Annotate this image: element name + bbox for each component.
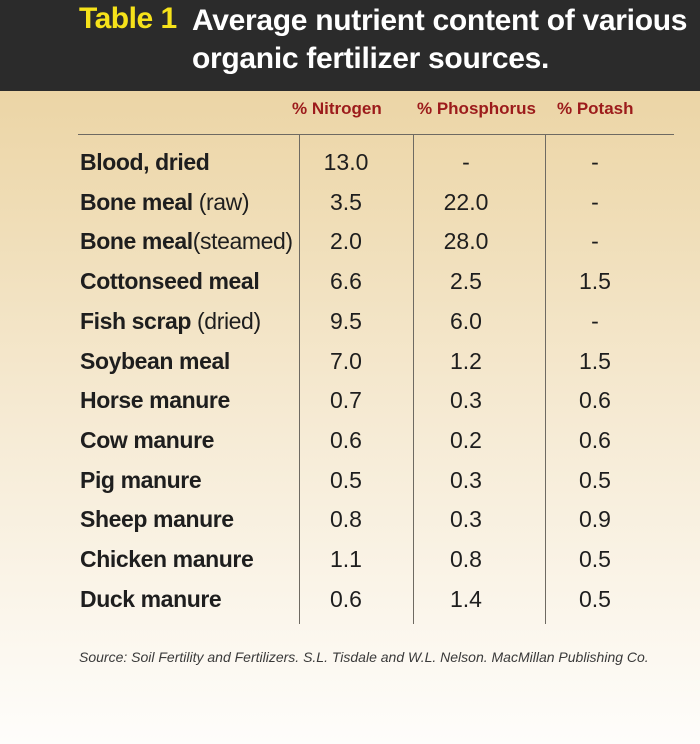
table-row: Pig manure 0.5 0.3 0.5 [0, 459, 700, 499]
cell-potash: - [591, 307, 599, 334]
cell-phosphorus: 6.0 [450, 307, 482, 334]
column-divider [413, 134, 414, 624]
cell-potash: 0.5 [579, 585, 611, 612]
cell-phosphorus: 28.0 [443, 228, 489, 255]
cell-potash: 0.9 [579, 506, 611, 533]
cell-nitrogen: 1.1 [330, 546, 362, 572]
cell-potash: 0.6 [579, 387, 611, 414]
table-row: Bone meal(steamed) 2.0 28.0 - [0, 220, 700, 260]
table-row: Sheep manure 0.8 0.3 0.9 [0, 498, 700, 538]
table-row: Blood, dried 13.0 - - [0, 141, 700, 181]
cell-phosphorus: 22.0 [443, 188, 489, 215]
table-title: Average nutrient content of various orga… [192, 2, 692, 78]
cell-nitrogen: 13.0 [323, 149, 369, 175]
table-row: Chicken manure 1.1 0.8 0.5 [0, 538, 700, 578]
cell-nitrogen: 0.5 [330, 466, 362, 493]
row-label: Pig manure [80, 466, 202, 494]
cell-potash: 1.5 [579, 268, 611, 295]
table-row: Horse manure 0.7 0.3 0.6 [0, 379, 700, 419]
column-divider [545, 134, 546, 624]
row-label: Sheep manure [80, 506, 234, 533]
row-label: Cottonseed meal [80, 268, 260, 295]
column-divider [299, 134, 300, 624]
row-name: Blood, dried [80, 149, 210, 175]
cell-nitrogen: 0.7 [330, 387, 362, 414]
cell-nitrogen: 0.6 [330, 585, 362, 612]
table-label: Table 1 [79, 2, 177, 35]
row-label: Bone meal(steamed) [80, 228, 293, 255]
cell-potash: 1.5 [579, 347, 611, 374]
cell-phosphorus: 0.3 [450, 506, 482, 533]
cell-phosphorus: 0.3 [450, 387, 482, 414]
row-name: Chicken manure [80, 546, 254, 572]
cell-potash: 0.6 [579, 426, 611, 453]
cell-potash: - [591, 228, 599, 255]
row-name: Duck manure [80, 585, 222, 612]
row-label: Bone meal (raw) [80, 189, 249, 216]
table-row: Bone meal (raw) 3.5 22.0 - [0, 181, 700, 221]
column-header-phosphorus: % Phosphorus [417, 99, 537, 118]
cell-potash: - [591, 149, 599, 175]
cell-nitrogen: 9.5 [330, 307, 362, 334]
row-name: Fish scrap [80, 307, 192, 334]
table-row: Duck manure 0.6 1.4 0.5 [0, 578, 700, 618]
cell-phosphorus: 1.2 [450, 347, 482, 374]
table-title-line-1: Average nutrient content of various [192, 4, 688, 37]
cell-phosphorus: - [462, 149, 470, 175]
cell-potash: 0.5 [579, 546, 611, 572]
row-name: Pig manure [80, 466, 202, 493]
table-row: Fish scrap (dried) 9.5 6.0 - [0, 300, 700, 340]
column-header-nitrogen: % Nitrogen [292, 99, 382, 118]
row-qualifier: (dried) [191, 307, 261, 334]
table-header-banner: Table 1 Average nutrient content of vari… [0, 0, 700, 91]
row-label: Duck manure [80, 585, 222, 613]
header-rule [78, 134, 674, 135]
column-header-potash: % Potash [557, 99, 634, 118]
table-row: Soybean meal 7.0 1.2 1.5 [0, 340, 700, 380]
cell-phosphorus: 0.2 [450, 426, 482, 453]
row-label: Cow manure [80, 427, 214, 454]
table-title-line-2: organic fertilizer sources. [192, 42, 550, 75]
row-label: Fish scrap (dried) [80, 308, 261, 335]
row-name: Cottonseed meal [80, 268, 260, 295]
row-label: Horse manure [80, 387, 230, 414]
cell-nitrogen: 7.0 [330, 347, 362, 374]
cell-nitrogen: 0.8 [330, 506, 362, 533]
table-row: Cow manure 0.6 0.2 0.6 [0, 419, 700, 459]
cell-nitrogen: 2.0 [330, 228, 362, 255]
cell-nitrogen: 0.6 [330, 426, 362, 453]
cell-phosphorus: 0.3 [450, 466, 482, 493]
row-name: Horse manure [80, 387, 230, 414]
table-row: Cottonseed meal 6.6 2.5 1.5 [0, 260, 700, 300]
row-name: Bone meal [80, 228, 193, 255]
row-label: Chicken manure [80, 546, 254, 573]
row-qualifier: (steamed) [192, 228, 293, 255]
cell-potash: 0.5 [579, 466, 611, 493]
cell-phosphorus: 1.4 [450, 585, 482, 612]
row-name: Soybean meal [80, 347, 230, 374]
row-name: Bone meal [80, 188, 193, 215]
row-qualifier: (raw) [192, 188, 250, 215]
row-label: Soybean meal [80, 348, 230, 375]
row-name: Sheep manure [80, 506, 234, 533]
row-name: Cow manure [80, 426, 215, 453]
cell-phosphorus: 0.8 [450, 546, 482, 572]
cell-phosphorus: 2.5 [450, 268, 482, 295]
cell-nitrogen: 3.5 [330, 188, 362, 215]
cell-nitrogen: 6.6 [330, 268, 362, 295]
row-label: Blood, dried [80, 149, 210, 176]
cell-potash: - [591, 188, 599, 215]
source-citation: Source: Soil Fertility and Fertilizers. … [79, 649, 649, 665]
